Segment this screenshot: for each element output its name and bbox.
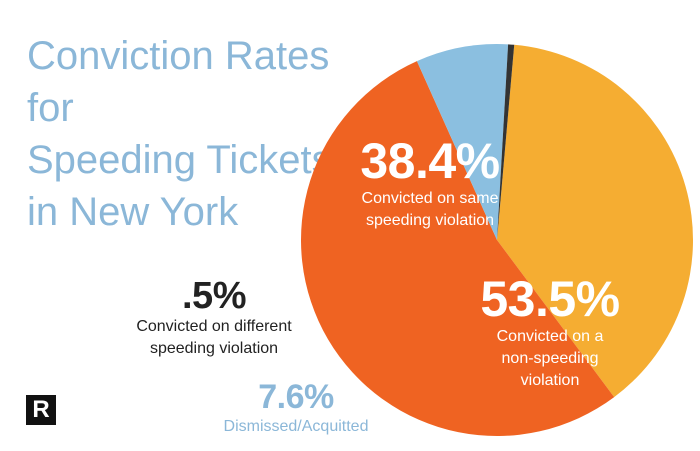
pie-slice-3 [497, 44, 515, 241]
brand-logo: R [26, 395, 56, 425]
chart-title-line-3: in New York [27, 190, 239, 234]
label-different-violation: .5% Convicted on different speeding viol… [118, 276, 310, 360]
label-dismissed-line-1: Dismissed/Acquitted [223, 418, 369, 435]
label-nonspeeding-line-2: non-speeding [501, 350, 599, 367]
data-label-38-4: 38.4% [360, 133, 500, 189]
label-dismissed: 7.6% Dismissed/Acquitted [196, 378, 396, 438]
data-label-7-6: 7.6% [258, 378, 334, 416]
data-label-0-5: .5% [182, 275, 246, 317]
pie-slice-1 [301, 61, 615, 436]
label-nonspeeding-line-3: violation [520, 372, 580, 389]
chart-title-line-2: Speeding Tickets [27, 138, 332, 182]
chart-title: Conviction Rates for Speeding Tickets in… [27, 30, 387, 238]
label-nonspeeding-line-1: Convicted on a [496, 328, 604, 345]
chart-title-line-1: Conviction Rates for [27, 34, 330, 130]
label-different-line-1: Convicted on different [136, 318, 292, 335]
data-label-53-5: 53.5% [480, 271, 620, 327]
pie-slice-2 [416, 43, 509, 240]
pie-slice-0 [497, 44, 693, 398]
label-non-speeding: 53.5% Convicted on a non-speeding violat… [470, 272, 630, 392]
label-same-line-2: speeding violation [365, 212, 495, 229]
label-same-violation: 38.4% Convicted on same speeding violati… [340, 134, 520, 232]
label-different-line-2: speeding violation [149, 340, 279, 357]
label-same-line-1: Convicted on same [361, 190, 499, 207]
